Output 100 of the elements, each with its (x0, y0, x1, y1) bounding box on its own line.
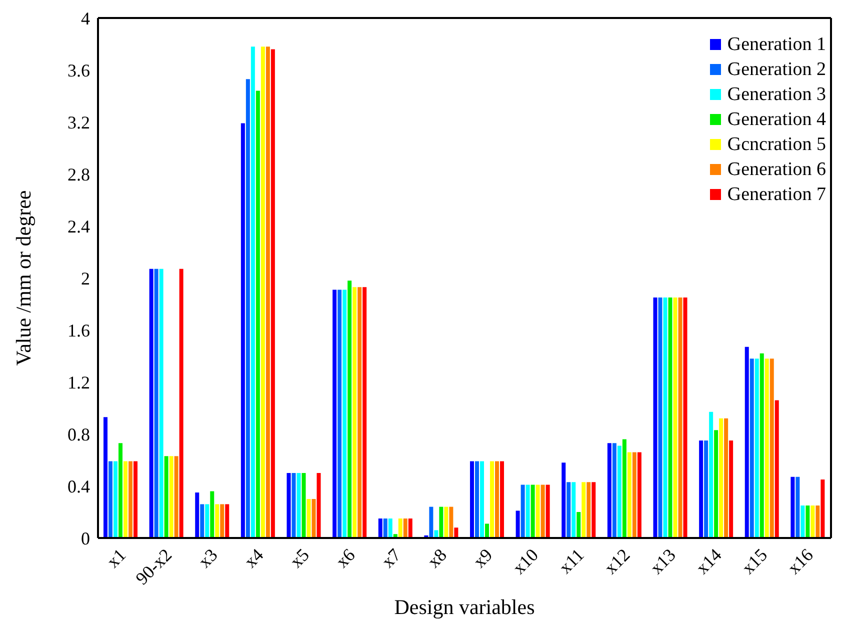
bar (806, 506, 810, 538)
bar (750, 358, 754, 538)
bar (495, 461, 499, 538)
bar (246, 79, 250, 538)
bar (485, 524, 489, 538)
bar (796, 476, 800, 538)
bar (582, 482, 586, 538)
x-tick-label: x6 (332, 544, 359, 572)
bar (296, 473, 301, 538)
bar (612, 443, 616, 538)
bar (312, 499, 316, 538)
bar (154, 268, 158, 538)
bar (500, 461, 504, 538)
bar (383, 518, 388, 538)
bar (205, 504, 210, 538)
bar (316, 473, 321, 538)
y-tick-label: 3.6 (68, 60, 90, 80)
bar (449, 506, 454, 538)
bar (562, 462, 566, 538)
bar (673, 298, 678, 538)
bar (429, 506, 434, 538)
x-tick-label: x16 (784, 544, 817, 578)
bar (215, 504, 220, 538)
bar (724, 418, 728, 538)
bar (516, 510, 520, 538)
bar (770, 358, 774, 538)
bar (627, 452, 632, 538)
bar (480, 461, 484, 538)
bar (790, 476, 795, 538)
x-tick-label: x8 (424, 544, 450, 572)
bar (210, 491, 214, 538)
bar (114, 461, 118, 538)
bar (362, 287, 367, 538)
bar (250, 46, 255, 538)
bar (572, 482, 576, 538)
bar (266, 46, 270, 538)
bar (719, 418, 724, 538)
bar (338, 290, 342, 538)
x-tick-label: x9 (469, 544, 496, 572)
bar (348, 280, 352, 538)
legend-label: Generation 2 (727, 58, 826, 82)
y-tick-label: 3.2 (68, 112, 90, 132)
bar (225, 504, 230, 538)
bar (764, 358, 769, 538)
x-tick-label: x7 (378, 544, 405, 572)
bar (358, 287, 362, 538)
bar (760, 353, 764, 538)
bar (683, 298, 688, 538)
bar (403, 518, 408, 538)
y-tick-label: 0 (81, 528, 90, 548)
bar (398, 518, 402, 538)
legend-label: Gcncration 5 (727, 133, 826, 157)
bar (302, 473, 306, 538)
y-axis-title: Value /mm or degree (11, 190, 36, 366)
bar (118, 443, 122, 538)
legend-label: Generation 1 (727, 33, 826, 57)
bar (586, 482, 591, 538)
bar (444, 506, 448, 538)
legend-label: Generation 6 (727, 158, 826, 182)
bar (678, 298, 682, 538)
bar (546, 484, 550, 538)
y-tick-label: 2.8 (68, 164, 90, 184)
bar (240, 123, 245, 538)
bar (108, 461, 112, 538)
bar (454, 528, 458, 538)
bar (128, 461, 132, 538)
y-tick-label: 4 (81, 8, 90, 28)
bar (220, 504, 224, 538)
x-tick-label: x15 (738, 544, 772, 578)
x-tick-label: x12 (600, 544, 634, 578)
x-tick-label: x5 (286, 544, 313, 572)
x-tick-label: x1 (102, 544, 130, 572)
bar (342, 290, 347, 538)
bar (124, 461, 128, 538)
bar (475, 461, 479, 538)
bar (104, 417, 108, 538)
bar (195, 492, 200, 538)
bar (169, 456, 174, 538)
y-tick-label: 0.8 (68, 424, 90, 444)
bar (617, 446, 622, 538)
x-tick-label: x13 (646, 544, 680, 578)
bar (774, 400, 779, 538)
bar (699, 440, 704, 538)
bar (332, 290, 337, 538)
bar (530, 484, 535, 538)
bar (704, 440, 708, 538)
bar (159, 268, 164, 538)
legend-label: Generation 4 (727, 108, 826, 132)
bar (134, 461, 138, 538)
bar (306, 499, 311, 538)
y-tick-label: 2.4 (68, 216, 90, 236)
bar (200, 504, 204, 538)
bar (540, 484, 545, 538)
bar (709, 412, 714, 538)
bar (607, 443, 612, 538)
bar (566, 482, 571, 538)
bar (592, 482, 596, 538)
y-tick-label: 1.2 (68, 372, 90, 392)
bar (260, 46, 265, 538)
bar (632, 452, 636, 538)
